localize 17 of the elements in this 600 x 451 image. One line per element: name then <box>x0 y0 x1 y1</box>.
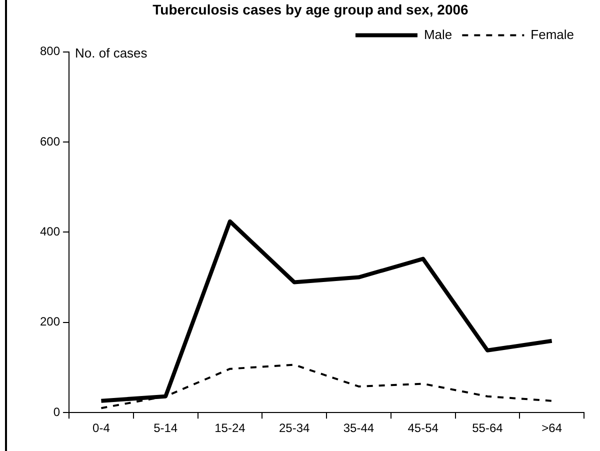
y-tick-label: 400 <box>40 224 60 239</box>
x-tick-label: 5-14 <box>154 421 178 436</box>
x-tick-label: 45-54 <box>408 421 439 436</box>
x-tick-label: 35-44 <box>343 421 374 436</box>
x-tick-label: 55-64 <box>472 421 504 436</box>
legend-label: Female <box>530 26 574 42</box>
x-tick-label: >64 <box>542 421 562 436</box>
y-tick-label: 200 <box>40 314 60 329</box>
y-axis-title: No. of cases <box>75 45 148 60</box>
y-tick-label: 0 <box>53 404 60 419</box>
x-tick-label: 15-24 <box>214 421 246 436</box>
x-tick-label: 0-4 <box>92 421 110 436</box>
y-tick-label: 800 <box>40 44 60 58</box>
legend-label: Male <box>424 26 452 42</box>
chart-title: Tuberculosis cases by age group and sex, 2006 <box>152 1 469 18</box>
y-tick-label: 600 <box>40 134 60 148</box>
x-tick-label: 25-34 <box>278 421 310 436</box>
